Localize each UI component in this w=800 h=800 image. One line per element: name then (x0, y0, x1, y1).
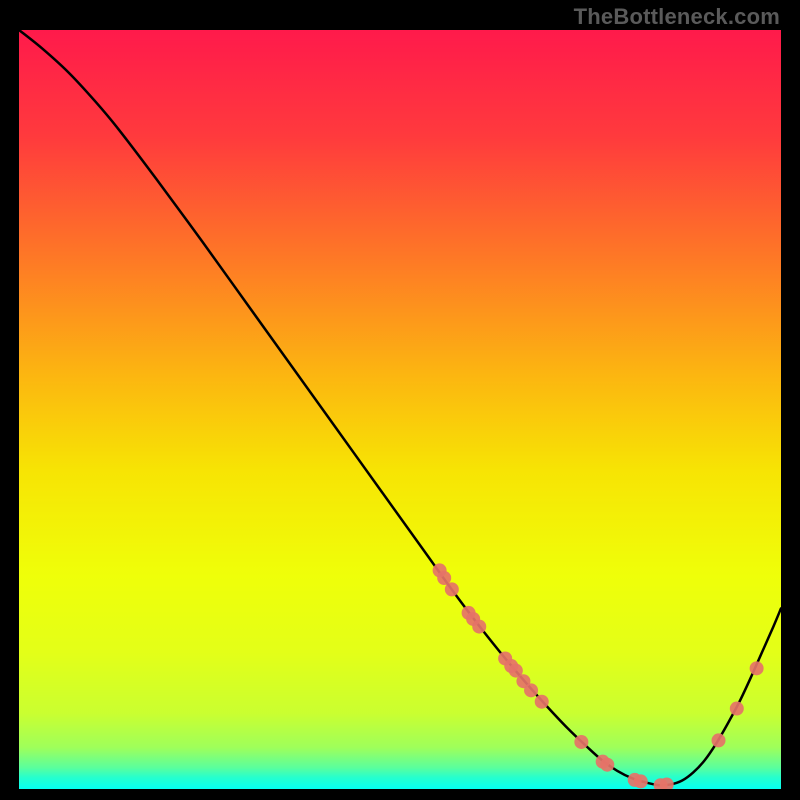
data-marker (524, 683, 538, 697)
data-marker (750, 661, 764, 675)
gradient-background (19, 30, 781, 789)
data-marker (535, 695, 549, 709)
data-marker (730, 702, 744, 716)
data-marker (574, 735, 588, 749)
data-marker (472, 620, 486, 634)
data-marker (437, 571, 451, 585)
data-marker (634, 774, 648, 788)
bottleneck-chart (0, 0, 800, 800)
data-marker (600, 758, 614, 772)
chart-stage: TheBottleneck.com (0, 0, 800, 800)
watermark-text: TheBottleneck.com (574, 4, 780, 30)
data-marker (445, 582, 459, 596)
data-marker (660, 777, 674, 791)
data-marker (712, 733, 726, 747)
